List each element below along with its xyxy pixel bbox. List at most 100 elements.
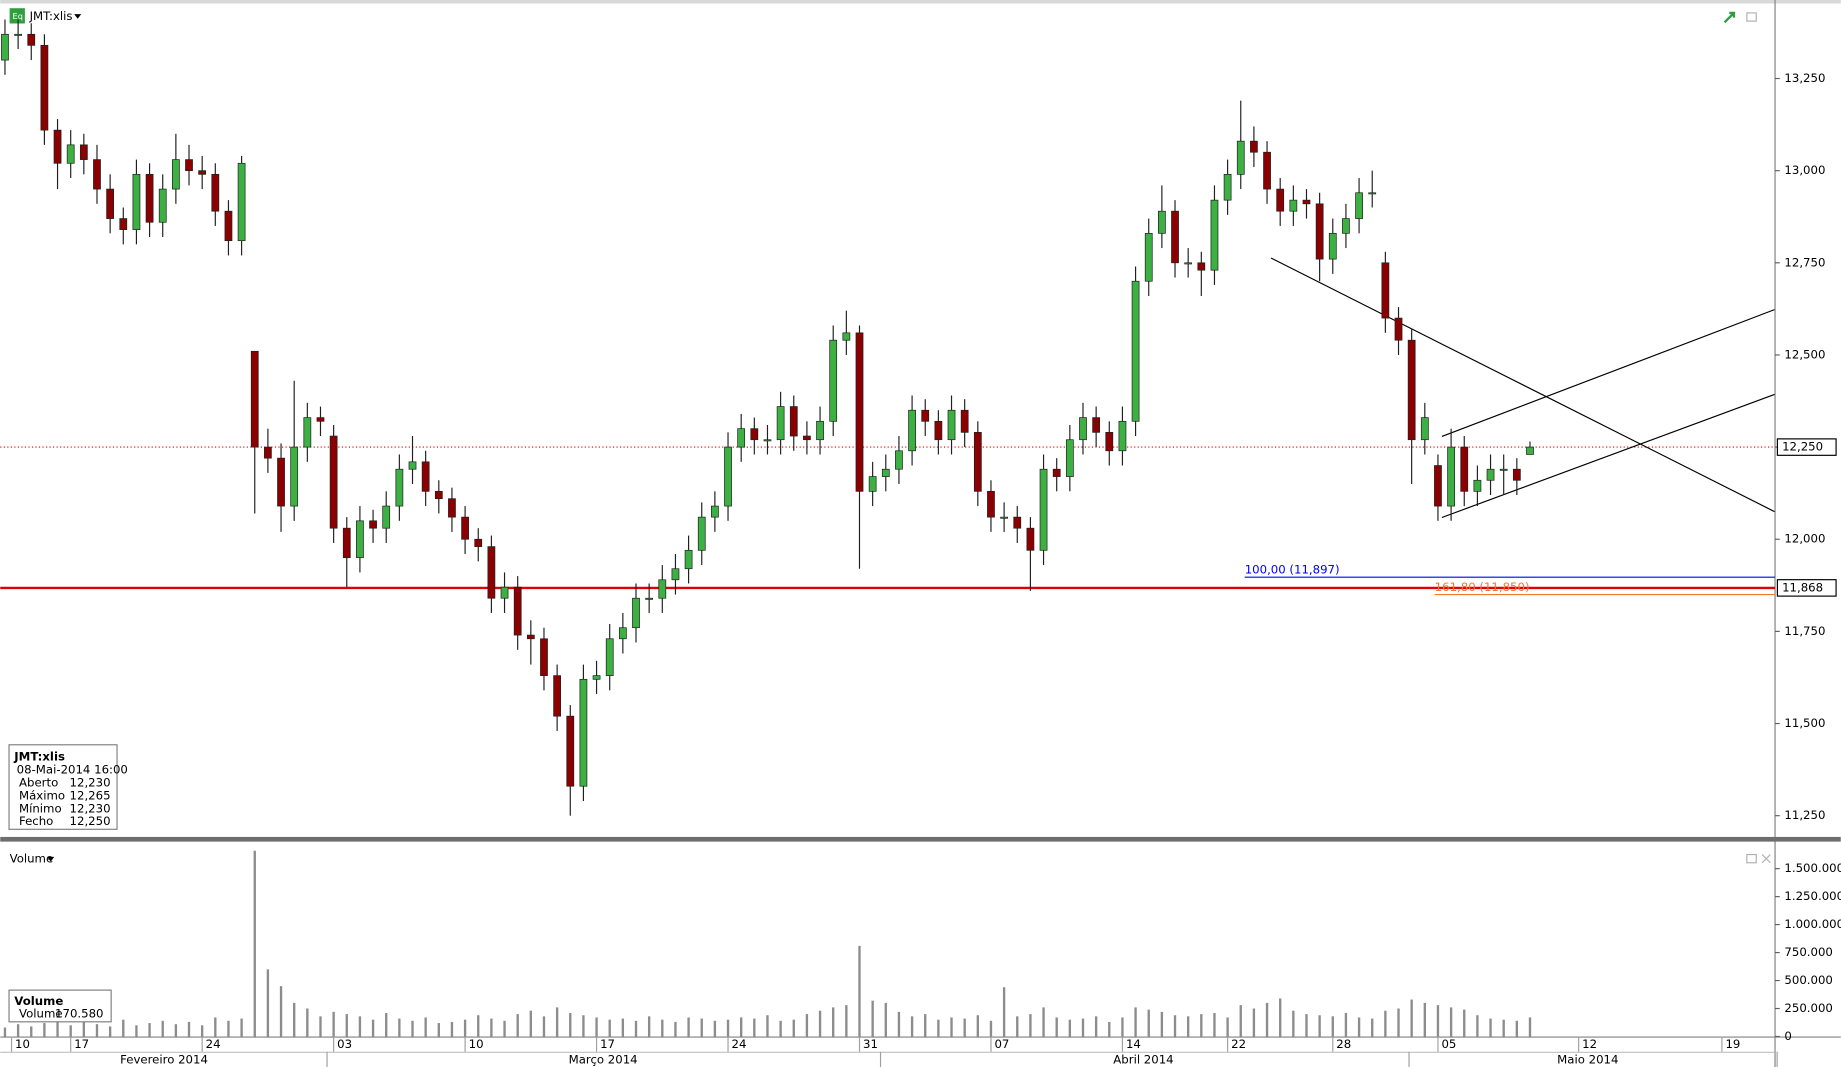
candle-body — [316, 417, 325, 422]
volume-bar — [398, 1018, 401, 1037]
volume-bar — [1489, 1018, 1492, 1037]
candle-body — [1236, 140, 1245, 175]
candle-body — [79, 144, 88, 160]
candle-body — [816, 420, 824, 441]
info-datetime: 08-Mai-2014 16:00 — [17, 763, 128, 777]
candle-body — [1276, 188, 1285, 212]
candle-body — [632, 597, 640, 629]
volume-bar — [1147, 1009, 1150, 1037]
volume-bar — [1002, 987, 1006, 1037]
candle-body — [1105, 432, 1114, 452]
volume-bar — [687, 1017, 690, 1037]
volume-bar — [345, 1014, 348, 1037]
candle-body — [645, 597, 654, 600]
volume-bar — [832, 1007, 835, 1037]
price-tag-label: 11,868 — [1782, 580, 1823, 594]
candle-body — [592, 675, 601, 680]
candle-body — [1210, 199, 1219, 271]
volume-bar — [884, 1002, 887, 1037]
candle-body — [185, 159, 193, 172]
volume-bar — [1121, 1017, 1124, 1037]
candle-body — [1447, 446, 1455, 507]
symbol-title[interactable]: JMT:xlis — [29, 9, 73, 23]
x-tick-label: 17 — [600, 1037, 615, 1051]
candle-body — [1289, 199, 1298, 212]
info-title: JMT:xlis — [13, 750, 65, 764]
candle-body — [1499, 468, 1508, 471]
volume-bar — [1265, 1002, 1269, 1037]
x-tick-label: 05 — [1441, 1037, 1456, 1051]
volume-bar — [174, 1024, 178, 1037]
volume-bar — [1108, 1021, 1111, 1037]
volume-bar — [647, 1016, 651, 1037]
volume-bar — [700, 1018, 703, 1037]
candle-body — [1092, 417, 1101, 433]
candle-body — [1065, 439, 1074, 477]
fib-label: 161,80 (11,850) — [1435, 580, 1530, 594]
volume-bar — [634, 1020, 638, 1037]
volume-bar — [1331, 1016, 1334, 1037]
volume-bar — [1213, 1012, 1216, 1037]
candle-body — [1381, 262, 1390, 319]
volume-bar — [503, 1020, 506, 1037]
volume-bar — [858, 945, 861, 1037]
volume-bar — [726, 1019, 730, 1037]
volume-bar — [608, 1019, 611, 1037]
window-icon[interactable] — [1746, 853, 1757, 864]
candle-body — [776, 406, 785, 441]
pane-separator[interactable] — [0, 836, 1841, 842]
close-icon[interactable] — [1761, 854, 1771, 864]
y-tick-label: 250.000 — [1784, 1001, 1832, 1015]
y-tick-label: 1.000.000 — [1784, 917, 1841, 931]
volume-title[interactable]: Volume — [10, 852, 54, 866]
info-value: 12,265 — [70, 788, 111, 802]
candle-body — [658, 579, 667, 599]
y-tick-label: 500.000 — [1784, 973, 1832, 987]
symbol-icon[interactable] — [9, 8, 25, 24]
volume-bar — [1463, 1009, 1466, 1037]
volume-bar — [437, 1023, 440, 1037]
y-tick-label: 1.500.000 — [1784, 861, 1841, 875]
candle-body — [908, 409, 916, 452]
volume-box-frame — [8, 989, 112, 1023]
window-icon[interactable] — [1746, 12, 1757, 22]
volume-bar — [779, 1020, 782, 1037]
volume-bar — [950, 1017, 953, 1037]
candle-body — [40, 44, 49, 131]
candle-body — [868, 476, 877, 492]
symbol-icon-glyph: Eq — [13, 11, 23, 21]
volume-bar — [3, 1027, 7, 1037]
volume-bar — [43, 1023, 46, 1037]
x-tick-label: 10 — [469, 1037, 484, 1051]
info-label: Máximo — [19, 788, 65, 802]
volume-bar — [713, 1020, 717, 1037]
candle-body — [881, 468, 890, 477]
candle-body — [106, 188, 115, 219]
candle-body — [697, 516, 706, 551]
volume-bar — [450, 1021, 454, 1037]
volume-bar — [1029, 1014, 1032, 1037]
x-tick-label: 28 — [1336, 1037, 1351, 1051]
volume-bar — [1252, 1008, 1256, 1037]
volume-bar — [1318, 1015, 1321, 1037]
volume-bar — [1528, 1017, 1532, 1037]
volume-bar — [1449, 1007, 1453, 1037]
volume-bar — [82, 1021, 86, 1037]
volume-bar — [266, 969, 270, 1037]
volume-bar — [937, 1019, 940, 1037]
candle-body — [1460, 446, 1469, 492]
symbol-dropdown[interactable] — [74, 14, 82, 19]
candle-body — [513, 586, 522, 636]
volume-bar — [135, 1025, 138, 1037]
y-tick-label: 12,000 — [1784, 532, 1825, 546]
chart-type-icon[interactable] — [1723, 11, 1736, 24]
candle-body — [1223, 173, 1232, 201]
candle-body — [158, 188, 167, 223]
volume-bar — [1239, 1005, 1242, 1037]
volume-bar — [240, 1018, 243, 1037]
candle-body — [237, 162, 246, 242]
volume-dropdown[interactable] — [47, 856, 55, 862]
volume-bar — [989, 1020, 993, 1037]
x-tick-label: 22 — [1231, 1037, 1246, 1051]
volume-bar — [463, 1019, 467, 1037]
